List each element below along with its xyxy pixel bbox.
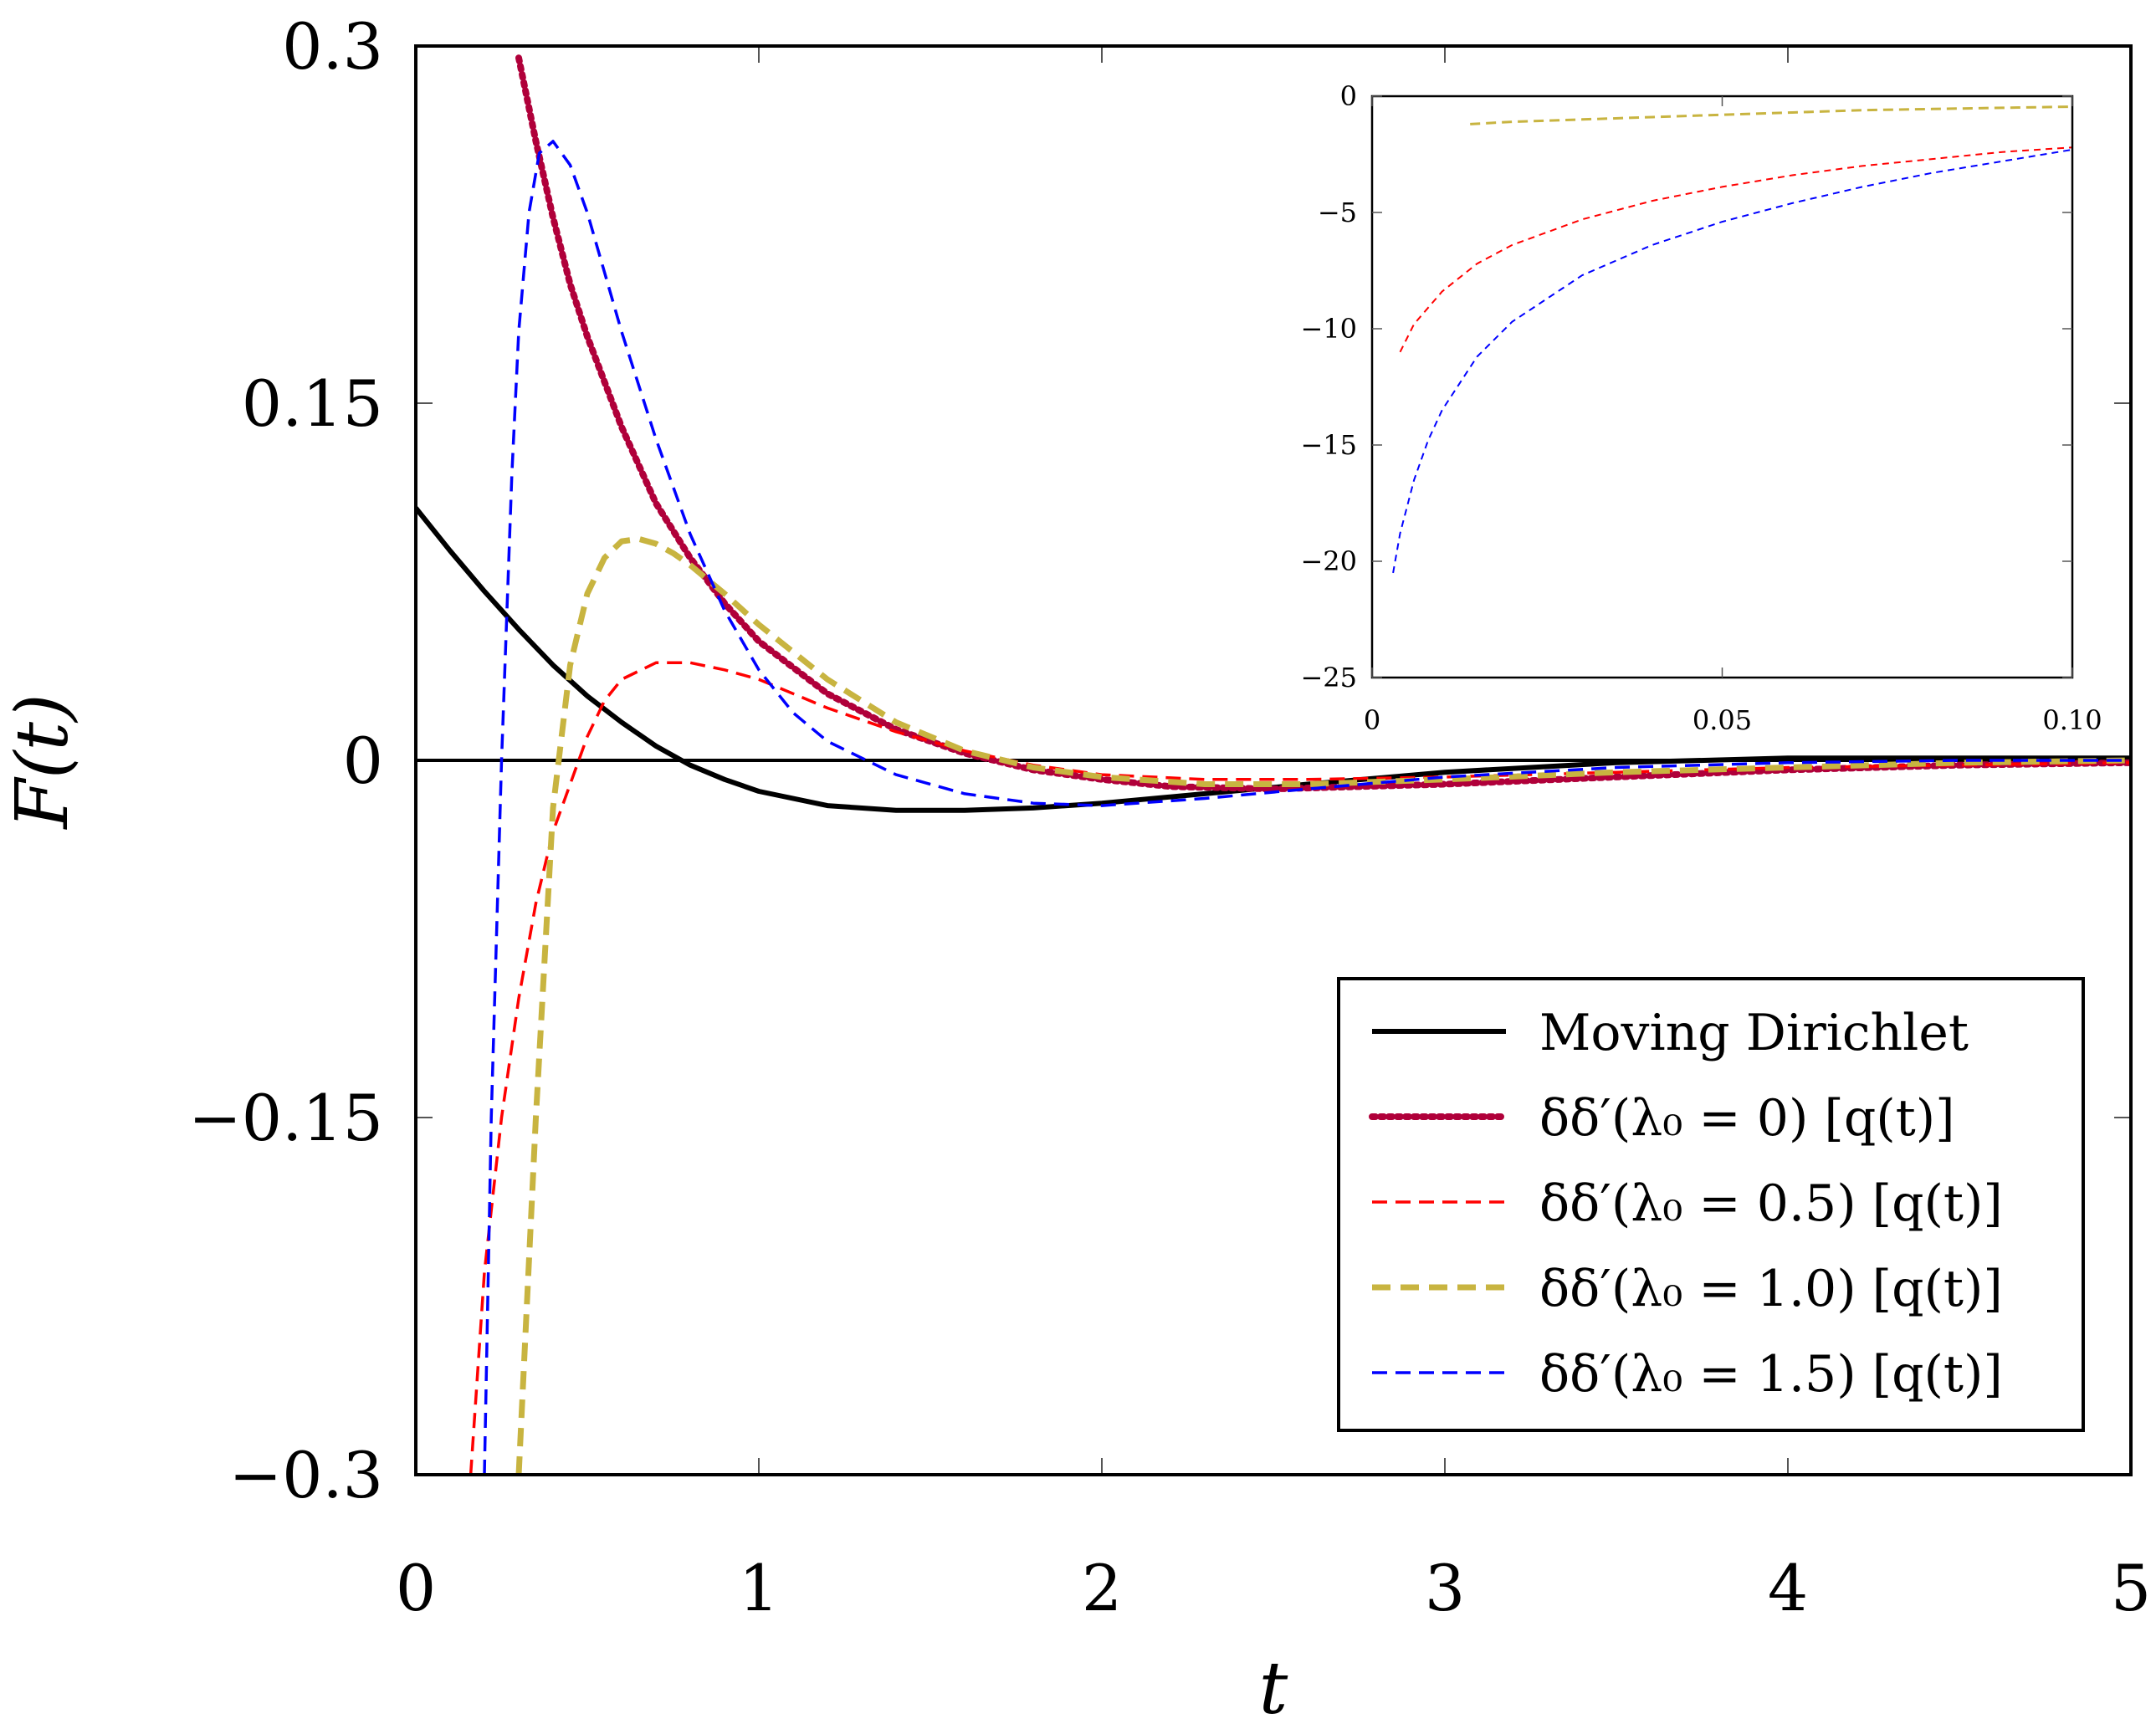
inset-background xyxy=(1372,96,2072,678)
y-axis-title: F(t) xyxy=(1,693,84,830)
inset-series-group xyxy=(1392,105,2072,574)
legend-box xyxy=(1337,977,2085,1432)
legend: Moving Dirichlet δδ′(λ₀ = 0) [q(t)] δδ′(λ₀… xyxy=(1337,977,2085,1432)
x-tick-label: 1 xyxy=(739,1551,779,1625)
x-tick-label: 5 xyxy=(2111,1551,2151,1625)
main-frame xyxy=(414,44,2133,1476)
inset-x-tick-label: 0.10 xyxy=(2042,704,2102,736)
inset-x-tick-label: 0.05 xyxy=(1693,704,1752,736)
series-line-3 xyxy=(515,535,2131,1475)
series-line-4 xyxy=(483,140,2131,1475)
inset-x-tick-label: 0 xyxy=(1364,704,1380,736)
y-tick-label: −0.3 xyxy=(228,1438,383,1512)
inset-y-tick-label: −5 xyxy=(1318,197,1357,228)
series-line-0 xyxy=(416,506,2131,813)
y-tick-label: 0 xyxy=(343,724,383,798)
x-tick-label: 0 xyxy=(396,1551,436,1625)
y-tick-label: 0.3 xyxy=(282,9,383,84)
legend-label-0: Moving Dirichlet xyxy=(1539,1004,1969,1062)
inset-background-rect xyxy=(1372,96,2072,678)
main-axes-frame xyxy=(414,44,2133,1476)
series-line-1 xyxy=(515,54,2131,793)
legend-label-3: δδ′(λ₀ = 1.0) [q(t)] xyxy=(1539,1260,2003,1318)
legend-label-4: δδ′(λ₀ = 1.5) [q(t)] xyxy=(1539,1345,2003,1404)
inset-y-tick-label: −10 xyxy=(1300,313,1357,345)
main-plot-area: 0 1 2 3 4 5 0.3 0.15 0 −0.15 −0.3 t F(t) xyxy=(1,9,2151,1729)
series-line-2 xyxy=(469,661,2131,1475)
x-tick-label: 2 xyxy=(1082,1551,1122,1625)
inset-y-tick-label: −15 xyxy=(1300,429,1357,461)
inset-series-line-2 xyxy=(1392,148,2072,574)
x-tick-label: 3 xyxy=(1425,1551,1465,1625)
y-tick-label: −0.15 xyxy=(188,1081,383,1155)
inset-y-tick-label: −20 xyxy=(1300,545,1357,577)
x-axis-title: t xyxy=(1259,1647,1288,1729)
inset-y-tick-label: −25 xyxy=(1300,662,1357,693)
inset-plot-area: 0 0.05 0.10 0 −5 −10 −15 −20 −25 xyxy=(1300,80,2102,736)
x-tick-label: 4 xyxy=(1768,1551,1808,1625)
inset-series-line-0 xyxy=(1399,146,2072,353)
inset-series-line-1 xyxy=(1470,105,2072,125)
legend-label-1: δδ′(λ₀ = 0) [q(t)] xyxy=(1539,1089,1955,1148)
legend-label-2: δδ′(λ₀ = 0.5) [q(t)] xyxy=(1539,1174,2003,1233)
main-series-group xyxy=(416,54,2131,1475)
inset-y-tick-label: 0 xyxy=(1340,80,1357,112)
y-tick-label: 0.15 xyxy=(242,366,383,441)
